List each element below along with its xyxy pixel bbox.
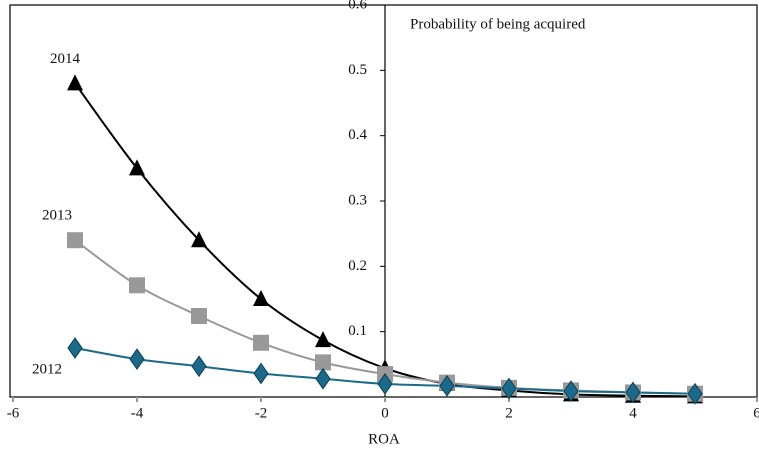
marker xyxy=(439,375,455,397)
y-tick-label: 0.6 xyxy=(348,0,367,12)
x-tick-label: 6 xyxy=(753,405,759,421)
marker xyxy=(253,290,269,306)
marker xyxy=(129,277,145,294)
x-tick-label: 4 xyxy=(629,405,637,421)
marker xyxy=(625,381,641,404)
marker xyxy=(191,231,207,248)
marker xyxy=(253,362,269,385)
y-tick-label: 0.5 xyxy=(348,62,367,78)
series-label: 2012 xyxy=(32,361,62,377)
y-tick-label: 0.3 xyxy=(348,192,367,208)
marker xyxy=(687,382,703,405)
series-label: 2014 xyxy=(50,51,81,67)
marker xyxy=(315,354,331,371)
x-tick-label: -6 xyxy=(7,405,20,421)
marker xyxy=(67,232,83,249)
marker xyxy=(191,307,207,324)
y-tick-label: 0.2 xyxy=(348,258,367,274)
marker xyxy=(315,367,331,390)
x-tick-label: 2 xyxy=(505,405,513,421)
marker xyxy=(129,159,145,176)
marker xyxy=(377,373,393,395)
chart-title: Probability of being acquired xyxy=(410,16,586,32)
y-tick-label: 0.4 xyxy=(348,127,367,143)
marker xyxy=(563,380,579,402)
marker xyxy=(67,74,83,91)
x-tick-label: 0 xyxy=(381,405,389,421)
marker xyxy=(129,348,145,370)
marker xyxy=(253,334,269,351)
marker xyxy=(191,355,207,378)
x-tick-label: -4 xyxy=(131,405,144,421)
x-tick-label: -2 xyxy=(255,405,268,421)
marker xyxy=(315,331,331,348)
series-label: 2013 xyxy=(42,208,72,224)
marker xyxy=(501,377,517,400)
x-axis-label: ROA xyxy=(368,431,400,447)
marker xyxy=(67,337,83,359)
y-tick-label: 0.1 xyxy=(348,323,367,339)
